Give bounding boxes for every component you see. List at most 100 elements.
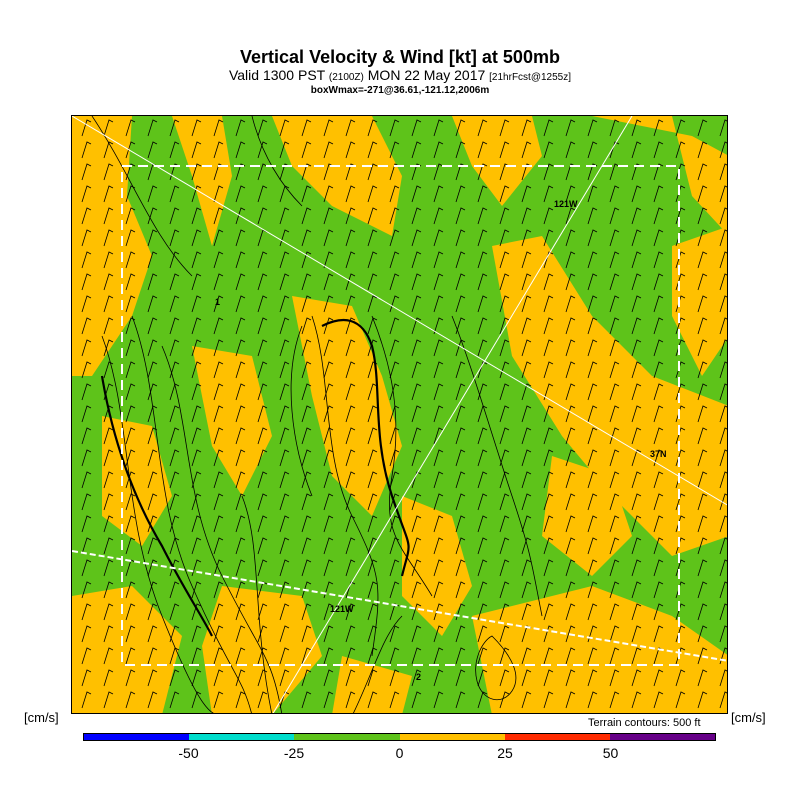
wind-barb	[587, 383, 598, 401]
wind-barb	[125, 383, 136, 401]
wind-barb	[103, 515, 114, 533]
wind-barb	[345, 515, 356, 533]
wind-barb	[169, 449, 180, 467]
wind-barb	[389, 317, 400, 335]
wind-barb	[455, 229, 466, 247]
wind-barb	[103, 625, 114, 643]
wind-barb	[323, 493, 334, 511]
wind-barb	[719, 251, 727, 269]
wind-barb	[719, 559, 727, 577]
wind-barb	[719, 273, 727, 291]
wind-barb	[587, 515, 598, 533]
wind-barb	[609, 317, 620, 335]
wind-barb	[213, 295, 224, 313]
wind-barb	[345, 559, 356, 577]
wind-barb	[345, 317, 356, 335]
wind-barb	[279, 449, 290, 467]
wind-barb	[675, 185, 686, 203]
wind-barb	[411, 449, 422, 467]
wind-barb	[345, 625, 356, 643]
wind-barb	[147, 229, 158, 247]
wind-barb	[125, 361, 136, 379]
wind-barb	[323, 317, 334, 335]
wind-barb	[697, 207, 708, 225]
wind-barb	[367, 273, 378, 291]
wind-barb	[257, 669, 268, 687]
wind-barb	[499, 581, 510, 599]
wind-barb	[499, 273, 510, 291]
wind-barb	[323, 229, 334, 247]
wind-barb	[191, 515, 202, 533]
wind-barb	[565, 625, 576, 643]
wind-barb	[455, 295, 466, 313]
wind-barb	[653, 515, 664, 533]
wind-barb	[719, 603, 727, 621]
wind-barb	[477, 515, 488, 533]
wind-barb	[719, 383, 727, 401]
wind-barb	[719, 229, 727, 247]
wind-barb	[147, 383, 158, 401]
wind-barb	[125, 163, 136, 181]
wind-barb	[697, 471, 708, 489]
wind-barb	[257, 515, 268, 533]
wind-barb	[125, 405, 136, 423]
wind-barb	[213, 361, 224, 379]
wind-barb	[191, 647, 202, 665]
wind-barb	[147, 207, 158, 225]
wind-barb	[235, 625, 246, 643]
wind-barb	[521, 691, 532, 709]
wind-barb	[81, 361, 92, 379]
wind-barb	[389, 449, 400, 467]
wind-barb	[411, 581, 422, 599]
wind-barb	[279, 493, 290, 511]
wind-barb	[719, 339, 727, 357]
wind-barb	[719, 581, 727, 599]
wind-barb	[543, 317, 554, 335]
wind-barb	[455, 361, 466, 379]
wind-barb	[389, 493, 400, 511]
wind-barb	[477, 449, 488, 467]
wind-barb	[411, 603, 422, 621]
wind-barb	[235, 603, 246, 621]
wind-barb	[499, 339, 510, 357]
wind-barb	[477, 559, 488, 577]
wind-barb	[125, 185, 136, 203]
wind-barb	[433, 339, 444, 357]
wind-barb	[235, 119, 246, 137]
wind-barb	[103, 273, 114, 291]
wind-barb	[125, 603, 136, 621]
wind-barb	[213, 185, 224, 203]
colorbar	[83, 733, 716, 741]
wind-barb	[125, 141, 136, 159]
boundary-line	[72, 550, 727, 662]
wind-barb	[345, 251, 356, 269]
wind-barb	[103, 229, 114, 247]
wind-barb	[235, 691, 246, 709]
wind-barb	[433, 625, 444, 643]
wind-barb	[719, 537, 727, 555]
wind-barb	[565, 559, 576, 577]
wind-barb	[411, 625, 422, 643]
wind-barb	[477, 141, 488, 159]
wind-barb	[191, 603, 202, 621]
wind-barb	[191, 559, 202, 577]
wind-barb	[257, 625, 268, 643]
wind-barb	[675, 471, 686, 489]
wind-barb	[719, 405, 727, 423]
wind-barb	[345, 295, 356, 313]
wind-barb	[169, 185, 180, 203]
wind-barb	[169, 691, 180, 709]
wind-barb	[719, 295, 727, 313]
wind-barb	[301, 625, 312, 643]
wind-barb	[81, 141, 92, 159]
wind-barb	[279, 251, 290, 269]
positive-velocity-area	[72, 116, 152, 376]
wind-barb	[719, 691, 727, 709]
wind-barb	[521, 361, 532, 379]
wind-barb	[543, 691, 554, 709]
wind-barb	[455, 669, 466, 687]
wind-barb	[257, 119, 268, 137]
wind-barb	[345, 449, 356, 467]
wind-barb	[653, 361, 664, 379]
wind-barb	[565, 471, 576, 489]
